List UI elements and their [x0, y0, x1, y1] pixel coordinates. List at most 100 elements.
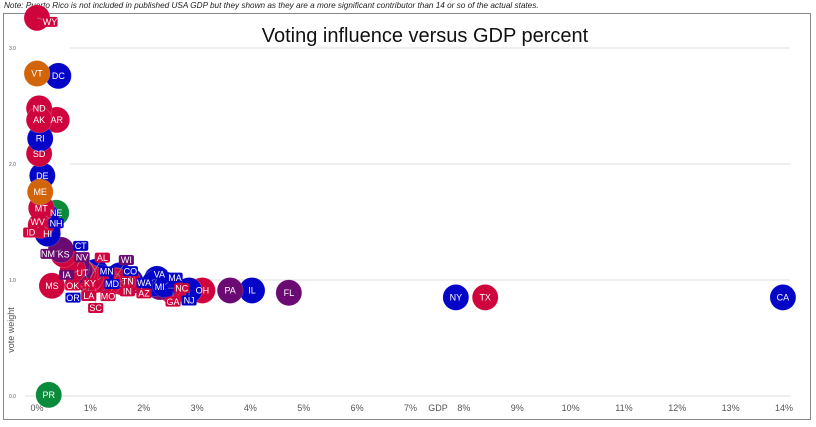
- y-tick-label: 1.0: [9, 278, 16, 284]
- x-axis-ticks: 0% 1% 2% 3% 4% 5% 6% 7% 8% 9% 10% 11% 12% 13% 14%: [30, 403, 793, 413]
- bubble-label-oh: OH: [196, 286, 210, 296]
- bubble-label-sd: SD: [33, 149, 46, 159]
- label-leader-lines: [30, 17, 190, 308]
- bubble-label-mn: MN: [100, 267, 114, 277]
- label-tag: [40, 248, 56, 259]
- bubble-label-id: ID: [26, 228, 36, 238]
- x-tick-label: 9%: [511, 403, 524, 413]
- bubble-label-hi: HI: [43, 229, 52, 239]
- bubble-label-de: DE: [36, 171, 49, 181]
- bubble-tx[interactable]: [471, 284, 499, 311]
- bubble-label-az: AZ: [138, 289, 150, 299]
- bubble-label-md: MD: [105, 279, 119, 289]
- bubble-label-sc: SC: [89, 303, 102, 313]
- x-tick-label: 11%: [615, 403, 632, 413]
- x-tick-label: 14%: [775, 403, 793, 413]
- bubble-label-nd: ND: [33, 104, 46, 114]
- label-tag: [23, 227, 39, 238]
- bubble-label-fl: FL: [284, 288, 295, 298]
- y-tick-label: 2.0: [9, 162, 16, 168]
- x-tick-label: 7%: [404, 403, 417, 413]
- gridlines: [25, 47, 790, 397]
- label-tag: [30, 216, 46, 227]
- bubble-label-wy: WY: [43, 17, 58, 27]
- label-tag: [136, 288, 152, 299]
- bubble-label-nh: NH: [50, 218, 63, 228]
- label-tag: [42, 16, 58, 27]
- x-tick-label: 12%: [668, 403, 686, 413]
- y-axis-label: vote weight: [6, 307, 16, 353]
- x-tick-label: 4%: [244, 403, 257, 413]
- y-tick-label: 0.0: [9, 394, 16, 400]
- bubble-label-va: VA: [154, 270, 165, 280]
- bubble-label-ga: GA: [167, 297, 180, 307]
- bubble-me[interactable]: [26, 178, 54, 206]
- label-tag: [59, 269, 75, 280]
- bubble-label-mt: MT: [35, 203, 48, 213]
- bubble-label-wa: WA: [137, 278, 151, 288]
- bubble-label-co: CO: [124, 266, 138, 276]
- label-tag: [73, 240, 89, 251]
- x-tick-label: 10%: [562, 403, 580, 413]
- bubble-label-al: AL: [97, 253, 108, 263]
- bubble-label-ri: RI: [36, 134, 45, 144]
- x-axis-label: GDP: [428, 403, 448, 413]
- x-tick-label: 3%: [191, 403, 204, 413]
- label-tag: [119, 286, 135, 297]
- y-tick-label: 3.0: [9, 46, 16, 52]
- bubble-label-il: IL: [248, 286, 256, 296]
- label-tag: [81, 291, 97, 301]
- bubble-label-pr: PR: [42, 390, 55, 400]
- label-tag: [151, 269, 167, 280]
- label-tag: [167, 272, 183, 283]
- bubble-label-la: LA: [83, 291, 94, 301]
- bubble-label-ia: IA: [62, 270, 71, 280]
- bubble-label-ne: NE: [50, 208, 63, 218]
- chart-frame: [3, 13, 811, 420]
- label-tag: [65, 280, 81, 291]
- label-tag: [165, 296, 181, 307]
- bubble-pr[interactable]: [35, 381, 63, 409]
- bubble-label-tn: TN: [122, 276, 134, 286]
- label-tag: [74, 252, 90, 263]
- bubble-label-ak: AK: [33, 115, 45, 125]
- bubble-label-mo: MO: [101, 291, 116, 301]
- chart-note: Note: Puerto Rico is not included in pub…: [4, 1, 539, 10]
- bubble-label-tx: TX: [479, 293, 491, 303]
- x-tick-label: 2%: [137, 403, 150, 413]
- bubble-label-ms: MS: [45, 281, 59, 291]
- bubble-label-ks: KS: [58, 250, 70, 260]
- label-tag: [100, 291, 116, 302]
- bubble-label-nc: NC: [175, 283, 188, 293]
- bubble-label-or: OR: [66, 293, 80, 303]
- label-tag: [82, 278, 98, 289]
- label-tag: [94, 252, 110, 263]
- label-tag: [99, 266, 115, 277]
- label-tag: [174, 283, 190, 294]
- bubble-label-pa: PA: [224, 286, 235, 296]
- bubble-ca[interactable]: [769, 284, 797, 311]
- bubble-label-mi: MI: [155, 282, 165, 292]
- bubble-label-ct: CT: [75, 241, 87, 251]
- bubble-pa[interactable]: [216, 277, 244, 304]
- label-tag: [118, 255, 134, 265]
- label-tag: [181, 295, 197, 306]
- bubble-ak[interactable]: [25, 106, 53, 134]
- bubble-vt[interactable]: [23, 60, 51, 87]
- bubble-label-ca: CA: [777, 293, 790, 303]
- bubble-ms[interactable]: [38, 272, 66, 300]
- bubble-label-in: IN: [123, 287, 132, 297]
- bubble-label-ky: KY: [84, 278, 96, 288]
- y-axis-ticks: 0.0 1.0 2.0 3.0: [9, 46, 16, 400]
- label-tag: [48, 218, 64, 229]
- bubble-fl[interactable]: [275, 279, 303, 307]
- bubbles: [23, 4, 797, 409]
- bubble-label-ny: NY: [450, 293, 463, 303]
- bubble-label-ut: UT: [76, 268, 88, 278]
- bubble-ny[interactable]: [442, 284, 470, 311]
- bubble-label-nj: NJ: [184, 296, 195, 306]
- bubble-label-ar: AR: [50, 115, 63, 125]
- label-tag: [104, 279, 120, 289]
- x-tick-label: 1%: [84, 403, 97, 413]
